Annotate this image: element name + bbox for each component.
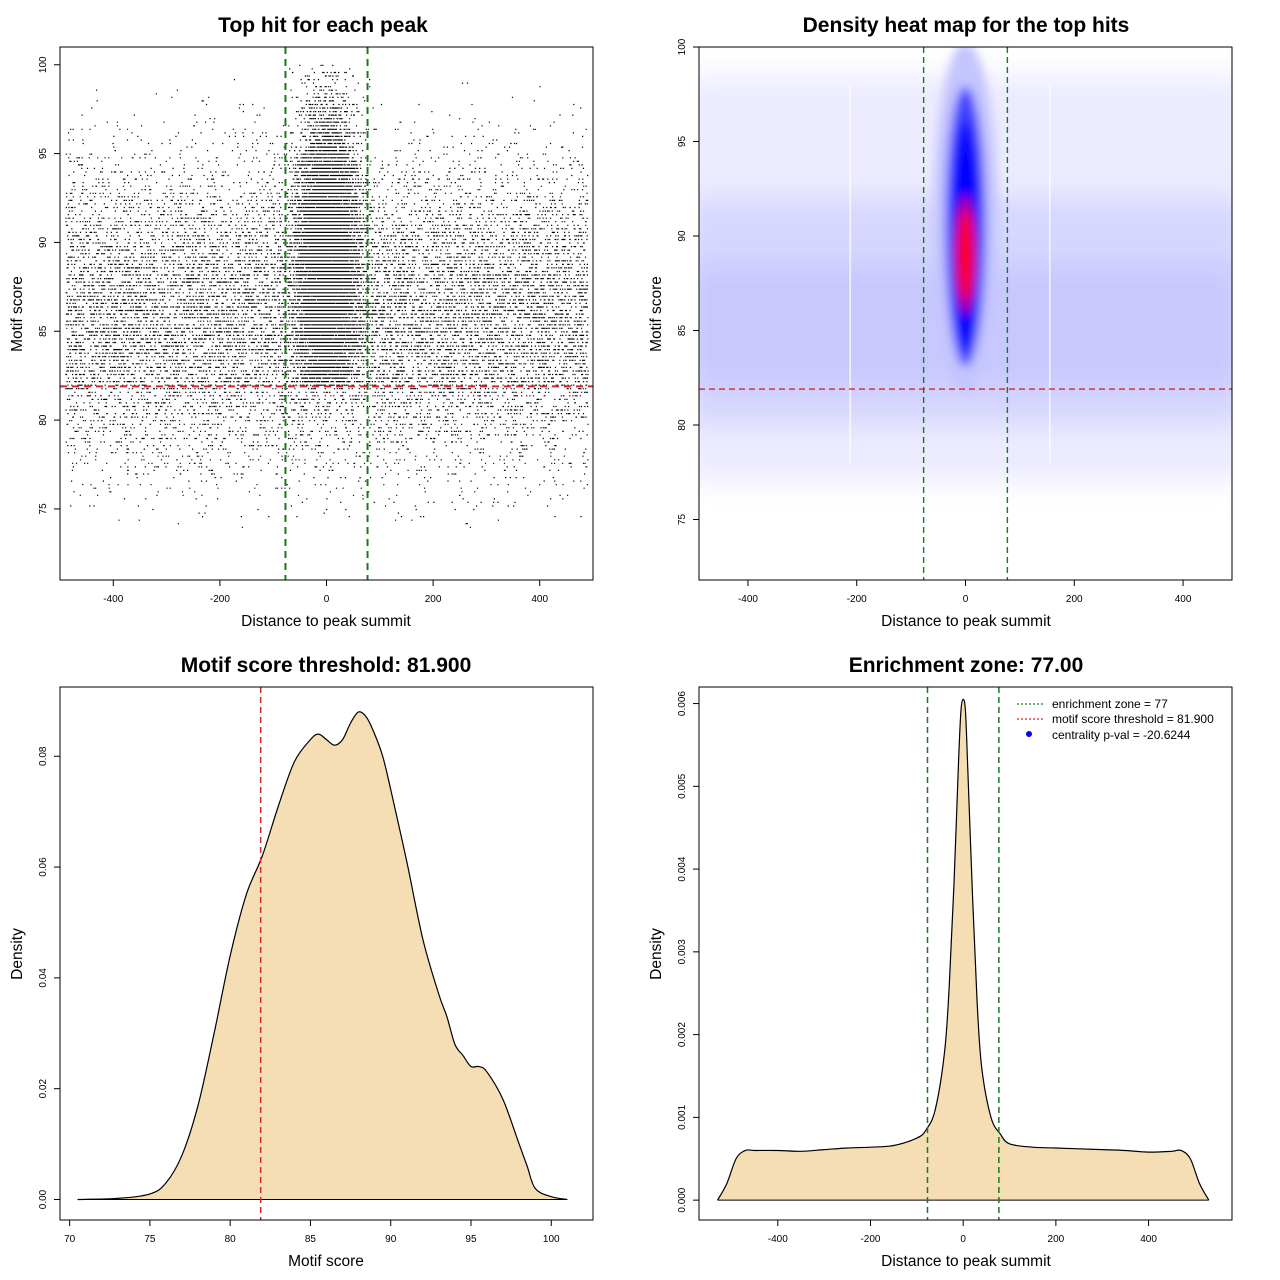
scatter-ytick-label: 90 [38, 236, 49, 248]
heatmap-peak [957, 209, 974, 300]
heatmap-ytick-label: 85 [677, 325, 688, 337]
heatmap-ytick-label: 75 [677, 514, 688, 526]
scatter-title: Top hit for each peak [218, 14, 428, 37]
heatmap-xtick-label: -400 [738, 594, 758, 605]
distance-density-ytick-label: 0.001 [677, 1104, 688, 1129]
legend-label-pval: centrality p-val = -20.6244 [1052, 728, 1191, 742]
scatter-xtick-label: -400 [103, 594, 123, 605]
heatmap-hotspot [933, 47, 998, 393]
scatter-ytick-label: 85 [38, 325, 49, 337]
score-density-xtick-label: 95 [465, 1234, 477, 1245]
heatmap-xtick-label: 200 [1066, 594, 1083, 605]
score-density-ytick-label: 0.06 [38, 857, 49, 877]
score-density-xtick-label: 70 [64, 1234, 76, 1245]
heatmap-axes: -400 -200 0 200 400 75 80 85 90 95 100 [677, 38, 1192, 605]
score-density-xtick-label: 85 [305, 1234, 317, 1245]
scatter-points [65, 64, 589, 528]
score-density-ytick-label: 0.04 [38, 968, 49, 988]
score-density-ytick-label: 0.08 [38, 746, 49, 766]
score-density-curve [77, 711, 568, 1201]
score-density-xlabel: Motif score [288, 1253, 364, 1270]
scatter-ylabel: Motif score [9, 276, 26, 352]
distance-density-ylabel: Density [648, 928, 665, 980]
distance-density-area [717, 699, 1209, 1201]
score-density-area [77, 711, 568, 1200]
score-density-xtick-label: 100 [543, 1234, 560, 1245]
scatter-xtick-label: 400 [531, 594, 548, 605]
distance-density-title: Enrichment zone: 77.00 [849, 654, 1084, 677]
score-density-ytick-label: 0.02 [38, 1079, 49, 1099]
distance-density-frame [698, 686, 1233, 1221]
distance-density-xtick-label: 400 [1140, 1234, 1157, 1245]
legend-label-threshold: motif score threshold = 81.900 [1052, 712, 1214, 726]
scatter-xlabel: Distance to peak summit [241, 613, 411, 630]
heatmap-ytick-label: 90 [677, 230, 688, 242]
heatmap-ytick-label: 80 [677, 419, 688, 431]
scatter-axes: -400 -200 0 200 400 75 80 85 90 95 100 [38, 56, 548, 605]
panel-scatter: Top hit for each peak -400 -200 0 200 400 75 8… [9, 14, 594, 630]
score-density-xtick-label: 80 [225, 1234, 237, 1245]
score-density-xtick-label: 90 [385, 1234, 397, 1245]
score-density-frame [59, 686, 594, 1221]
scatter-ytick-label: 95 [38, 148, 49, 160]
score-density-plot-area [77, 687, 568, 1220]
distance-density-curve [717, 698, 1210, 1201]
heatmap-plot-area [699, 47, 1232, 580]
distance-density-ytick-label: 0.003 [677, 939, 688, 964]
heatmap-ytick-label: 100 [677, 38, 688, 55]
score-density-xtick-label: 75 [144, 1234, 156, 1245]
distance-density-plot-area [717, 687, 1210, 1220]
scatter-xtick-label: 0 [324, 594, 330, 605]
panel-score-density: Motif score threshold: 81.900 70 75 80 85 90… [9, 654, 594, 1270]
distance-density-ytick-label: 0.004 [677, 856, 688, 881]
scatter-plot-area [60, 47, 593, 580]
distance-density-xtick-label: 0 [960, 1234, 966, 1245]
distance-density-xtick-label: -400 [768, 1234, 788, 1245]
score-density-ytick-label: 0.00 [38, 1189, 49, 1209]
legend: enrichment zone = 77 motif score thresho… [1017, 697, 1214, 742]
distance-density-ytick-label: 0.005 [677, 773, 688, 798]
scatter-xtick-label: -200 [210, 594, 230, 605]
score-density-axes: 70 75 80 85 90 95 100 0.00 0.02 0.04 0.06 0.08 [38, 746, 560, 1245]
distance-density-ytick-label: 0.002 [677, 1022, 688, 1047]
scatter-ytick-label: 75 [38, 503, 49, 515]
distance-density-axes: -400 -200 0 200 400 0.000 0.001 0.002 0.003 0.004… [677, 691, 1157, 1245]
distance-density-ytick-label: 0.006 [677, 691, 688, 716]
heatmap-title: Density heat map for the top hits [803, 14, 1130, 37]
scatter-xtick-label: 200 [425, 594, 442, 605]
distance-density-ytick-label: 0.000 [677, 1187, 688, 1212]
score-density-title: Motif score threshold: 81.900 [181, 654, 472, 677]
legend-swatch-pval [1026, 731, 1032, 737]
panel-heatmap: Density heat map for the top hits -400 -2… [648, 14, 1233, 630]
heatmap-xtick-label: 400 [1175, 594, 1192, 605]
heatmap-xtick-label: -200 [847, 594, 867, 605]
legend-label-zone: enrichment zone = 77 [1052, 697, 1168, 711]
heatmap-ylabel: Motif score [648, 276, 665, 352]
distance-density-xtick-label: 200 [1048, 1234, 1065, 1245]
heatmap-xlabel: Distance to peak summit [881, 613, 1051, 630]
panel-distance-density: Enrichment zone: 77.00 -400 -200 0 200 400 0.… [648, 654, 1233, 1270]
heatmap-xtick-label: 0 [963, 594, 969, 605]
distance-density-xtick-label: -200 [860, 1234, 880, 1245]
scatter-ytick-label: 80 [38, 414, 49, 426]
distance-density-xlabel: Distance to peak summit [881, 1253, 1051, 1270]
score-density-ylabel: Density [9, 928, 26, 980]
heatmap-ytick-label: 95 [677, 136, 688, 148]
scatter-ytick-label: 100 [38, 56, 49, 73]
